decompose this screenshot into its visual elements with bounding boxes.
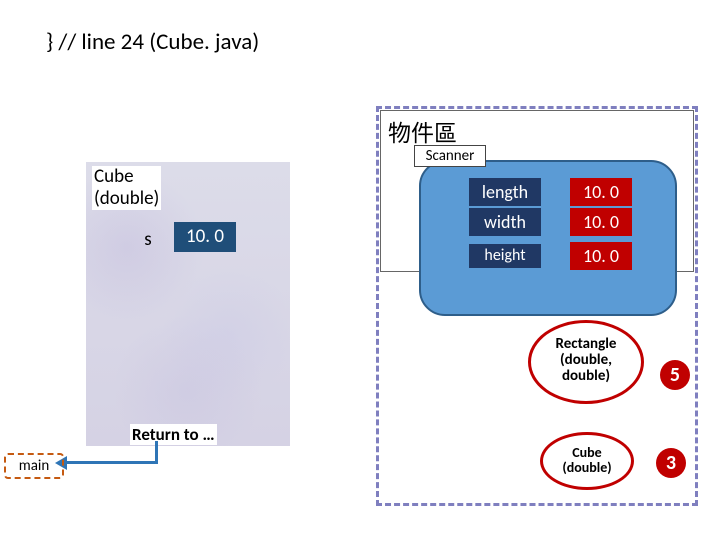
return-label: Return to … xyxy=(130,424,217,445)
field-name-height: height xyxy=(469,244,541,268)
field-value-height: 10. 0 xyxy=(570,242,632,270)
scanner-label-box: Scanner xyxy=(414,145,486,167)
heap-title: 物件區 xyxy=(388,114,457,148)
callout-cube: Cube (double) xyxy=(540,432,634,490)
callout-rectangle-badge: 5 xyxy=(660,360,690,390)
callout-cube-badge: 3 xyxy=(656,448,686,478)
callout-cube-line2: (double) xyxy=(562,459,611,476)
callout-rectangle-line3: double) xyxy=(562,367,610,385)
stack-label-line1: Cube xyxy=(94,165,134,188)
field-value-length: 10. 0 xyxy=(570,178,632,206)
field-name-width: width xyxy=(469,208,541,236)
object-instance xyxy=(419,160,677,316)
field-name-length: length xyxy=(469,178,541,206)
field-value-width: 10. 0 xyxy=(570,208,632,236)
return-arrow-segment xyxy=(155,441,158,463)
callout-rectangle: Rectangle (double, double) xyxy=(528,320,644,404)
main-frame-badge: main xyxy=(4,453,64,479)
return-arrow-segment xyxy=(65,461,158,464)
page-title: } // line 24 (Cube. java) xyxy=(46,28,259,56)
variable-value: 10. 0 xyxy=(174,222,236,252)
stack-label-line2: (double) xyxy=(94,187,159,210)
variable-name: s xyxy=(126,228,170,252)
stack-frame-label: Cube (double) xyxy=(92,166,161,210)
